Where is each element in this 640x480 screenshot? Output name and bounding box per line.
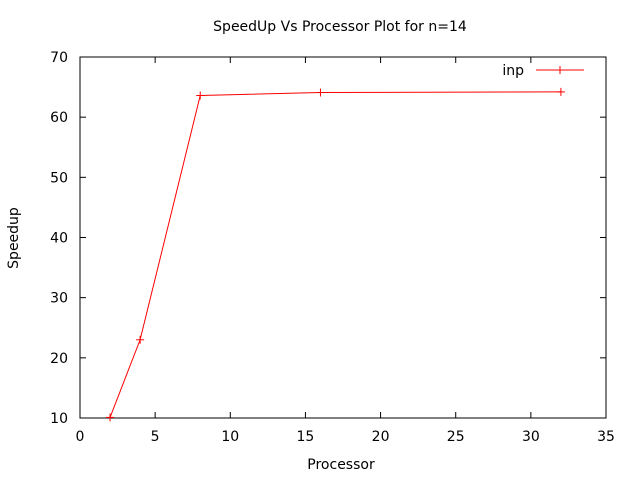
y-tick-label: 10: [50, 411, 68, 427]
x-tick-label: 30: [522, 429, 540, 445]
data-point: [136, 335, 145, 344]
y-tick-label: 50: [50, 170, 68, 186]
legend-marker: [556, 66, 564, 74]
data-point: [196, 91, 205, 100]
y-tick-label: 60: [50, 110, 68, 126]
y-tick-label: 30: [50, 291, 68, 307]
x-tick-label: 15: [297, 429, 315, 445]
x-axis-label: Processor: [307, 457, 375, 473]
chart-title: SpeedUp Vs Processor Plot for n=14: [213, 19, 467, 35]
series-line-inp: [109, 91, 561, 418]
x-tick-label: 20: [372, 429, 390, 445]
series-layer: [106, 87, 565, 422]
x-tick-label: 0: [76, 429, 85, 445]
x-tick-label: 10: [221, 429, 239, 445]
y-tick-label: 20: [50, 351, 68, 367]
y-axis-label: Speedup: [6, 207, 22, 269]
y-tick-label: 70: [50, 50, 68, 66]
y-tick-label: 40: [50, 231, 68, 247]
x-tick-label: 5: [151, 429, 160, 445]
y-axis: 10 20 30 40 50 60 70: [50, 50, 606, 427]
plot-area: [79, 56, 607, 419]
x-tick-label: 25: [447, 429, 465, 445]
legend: inp: [502, 63, 584, 79]
data-point: [106, 413, 115, 422]
data-point: [316, 88, 325, 97]
x-tick-label: 35: [597, 429, 615, 445]
x-axis: 0 5 10 15 20 25 30 35: [76, 57, 615, 445]
legend-label: inp: [502, 63, 524, 79]
data-point: [556, 87, 565, 96]
